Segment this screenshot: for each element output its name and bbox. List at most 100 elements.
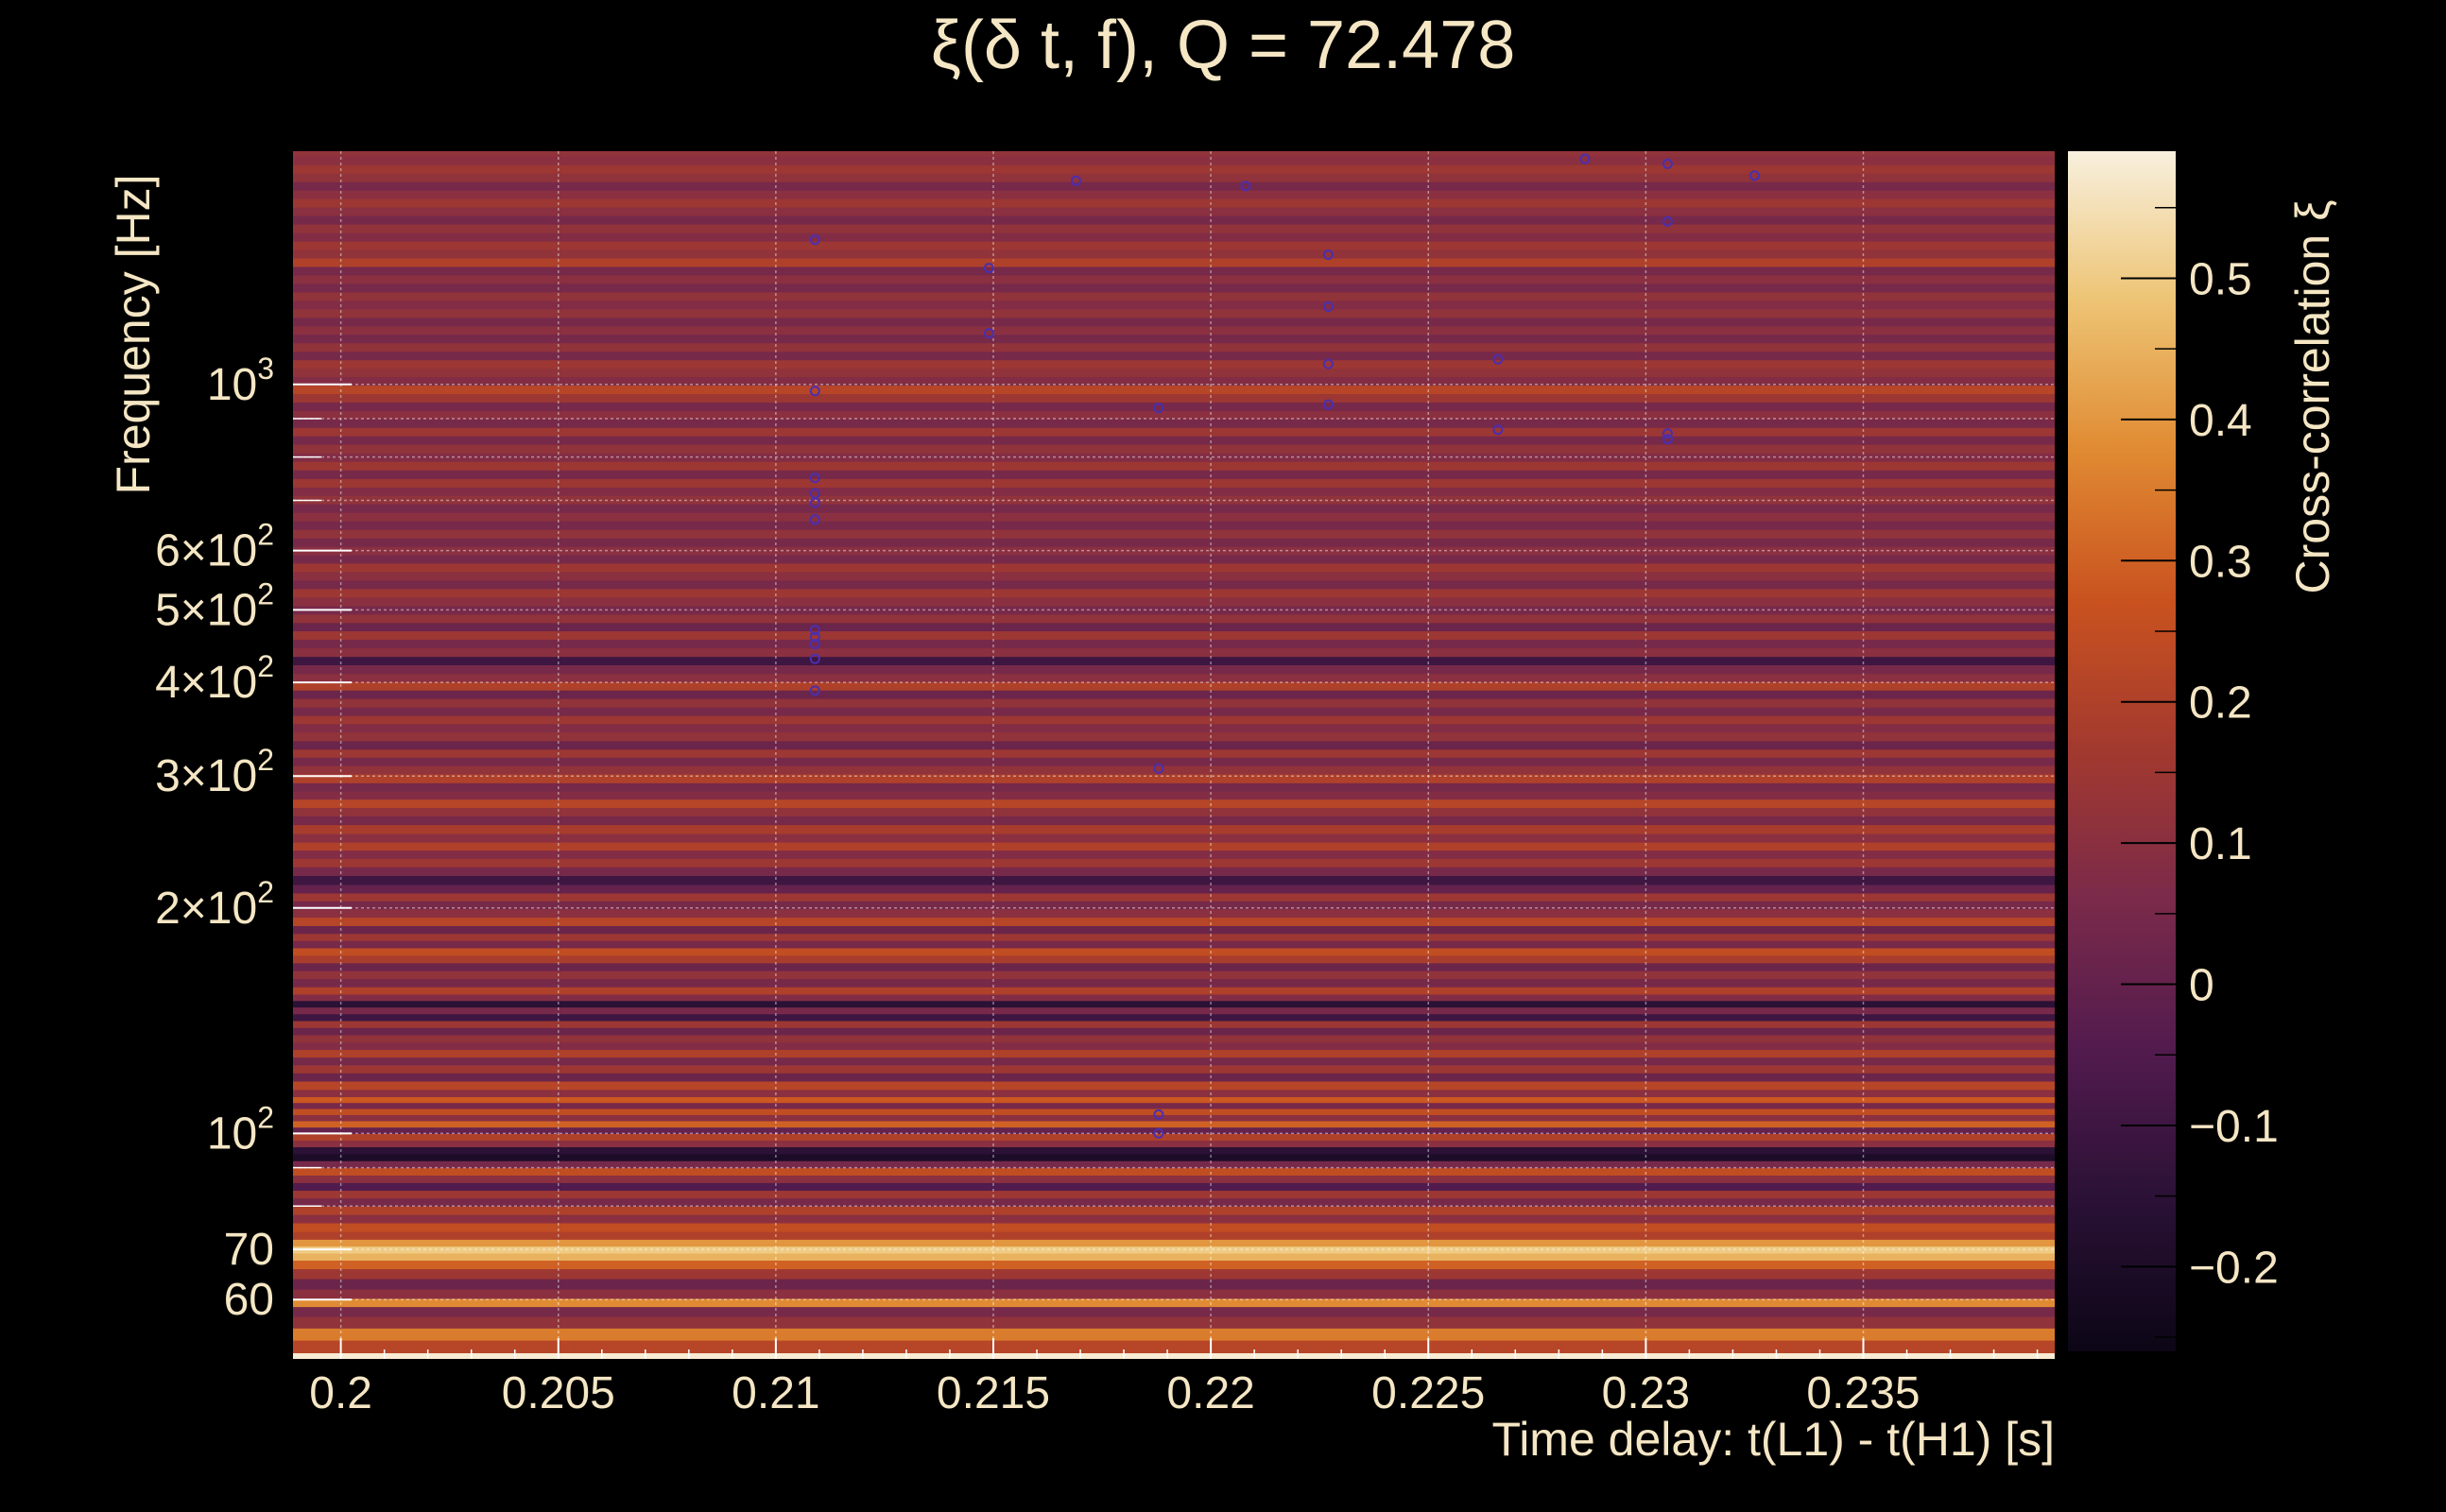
event-markers	[809, 153, 1760, 1139]
heatmap-band	[293, 588, 2055, 598]
heatmap-band	[293, 334, 2055, 344]
heatmap-band	[293, 993, 2055, 1002]
heatmap-band	[293, 224, 2055, 233]
heatmap-band	[293, 402, 2055, 411]
heatmap-band	[293, 300, 2055, 310]
heatmap-band	[293, 707, 2055, 716]
event-marker	[1070, 175, 1081, 186]
heatmap-band	[293, 1073, 2055, 1082]
event-marker	[1153, 1108, 1164, 1120]
x-tick-label: 0.205	[502, 1368, 615, 1418]
heatmap-band	[293, 1306, 2055, 1317]
x-tick-label: 0.23	[1602, 1368, 1690, 1418]
heatmap-band	[293, 892, 2055, 902]
event-marker	[1662, 158, 1673, 169]
heatmap-band	[293, 308, 2055, 318]
heatmap-band	[293, 605, 2055, 615]
heatmap-band	[293, 351, 2055, 361]
heatmap-band	[293, 155, 2055, 165]
heatmap-band	[293, 1315, 2055, 1329]
colorbar-tick-label: −0.1	[2189, 1102, 2279, 1152]
heatmap-band	[293, 359, 2055, 369]
colorbar-label: Cross-correlation ξ	[2286, 200, 2339, 594]
heatmap-band	[293, 1006, 2055, 1015]
heatmap-band	[293, 765, 2055, 775]
heatmap-band	[293, 1080, 2055, 1091]
event-marker	[809, 386, 820, 397]
y-tick-label: 4×102	[155, 649, 274, 708]
heatmap-band	[293, 1213, 2055, 1224]
heatmap-band	[293, 283, 2055, 293]
heatmap-band	[293, 385, 2055, 394]
event-marker	[1662, 428, 1673, 439]
event-marker	[809, 472, 820, 484]
event-marker	[809, 497, 820, 508]
y-tick-label: 60	[224, 1275, 274, 1325]
heatmap-band	[293, 521, 2055, 530]
heatmap-band	[293, 833, 2055, 843]
event-marker	[983, 263, 994, 274]
colorbar-tick-label: 0.3	[2189, 537, 2252, 587]
heatmap-band	[293, 740, 2055, 750]
heatmap-band	[293, 1049, 2055, 1058]
event-marker	[1153, 1127, 1164, 1139]
heatmap-plot-area	[293, 151, 2055, 1359]
event-marker	[809, 653, 820, 664]
heatmap-band	[293, 715, 2055, 725]
heatmap-band	[293, 1133, 2055, 1141]
bottom-edge-strip	[293, 1353, 2055, 1359]
heatmap-band	[293, 151, 2055, 157]
heatmap-band	[293, 681, 2055, 691]
heatmap-band	[293, 1089, 2055, 1097]
event-marker	[1322, 301, 1334, 312]
event-marker	[1662, 215, 1673, 227]
heatmap-band	[293, 164, 2055, 174]
heatmap-band	[293, 901, 2055, 910]
heatmap-band	[293, 436, 2055, 445]
y-tick-label: 103	[207, 352, 274, 410]
heatmap-band	[293, 453, 2055, 462]
event-marker	[809, 514, 820, 525]
heatmap-band	[293, 1057, 2055, 1066]
heatmap-band	[293, 757, 2055, 766]
colorbar-tick-label: −0.2	[2189, 1243, 2279, 1293]
heatmap-band	[293, 240, 2055, 250]
heatmap-band	[293, 908, 2055, 919]
heatmap-band	[293, 1000, 2055, 1008]
y-tick-label: 2×102	[155, 875, 274, 934]
heatmap-band	[293, 1102, 2055, 1109]
y-axis-label: Frequency [Hz]	[107, 174, 160, 494]
heatmap-band	[293, 1222, 2055, 1232]
heatmap-band	[293, 266, 2055, 276]
event-marker	[809, 234, 820, 246]
event-marker	[809, 625, 820, 636]
heatmap-band	[293, 461, 2055, 471]
y-tick-label: 5×102	[155, 576, 274, 635]
heatmap-band	[293, 647, 2055, 658]
heatmap-band	[293, 884, 2055, 894]
heatmap-band	[293, 579, 2055, 590]
heatmap-band	[293, 198, 2055, 208]
heatmap-band	[293, 1260, 2055, 1270]
heatmap-band	[293, 325, 2055, 335]
heatmap-band	[293, 850, 2055, 859]
heatmap-band	[293, 554, 2055, 564]
event-marker	[1322, 249, 1334, 260]
heatmap-band	[293, 622, 2055, 632]
heatmap-band	[293, 933, 2055, 941]
heatmap-band	[293, 190, 2055, 199]
heatmap-band	[293, 1268, 2055, 1280]
heatmap-band	[293, 925, 2055, 935]
event-marker	[1322, 358, 1334, 369]
heatmap-band	[293, 917, 2055, 926]
colorbar-gradient	[2068, 151, 2176, 1351]
heatmap-band	[293, 487, 2055, 496]
y-tick-label: 6×102	[155, 518, 274, 576]
heatmap-band	[293, 940, 2055, 949]
heatmap-band	[293, 181, 2055, 191]
heatmap-band	[293, 1252, 2055, 1262]
heatmap-band	[293, 630, 2055, 640]
heatmap-band	[293, 782, 2055, 792]
heatmap-band	[293, 1246, 2055, 1254]
x-tick-label: 0.22	[1166, 1368, 1254, 1418]
